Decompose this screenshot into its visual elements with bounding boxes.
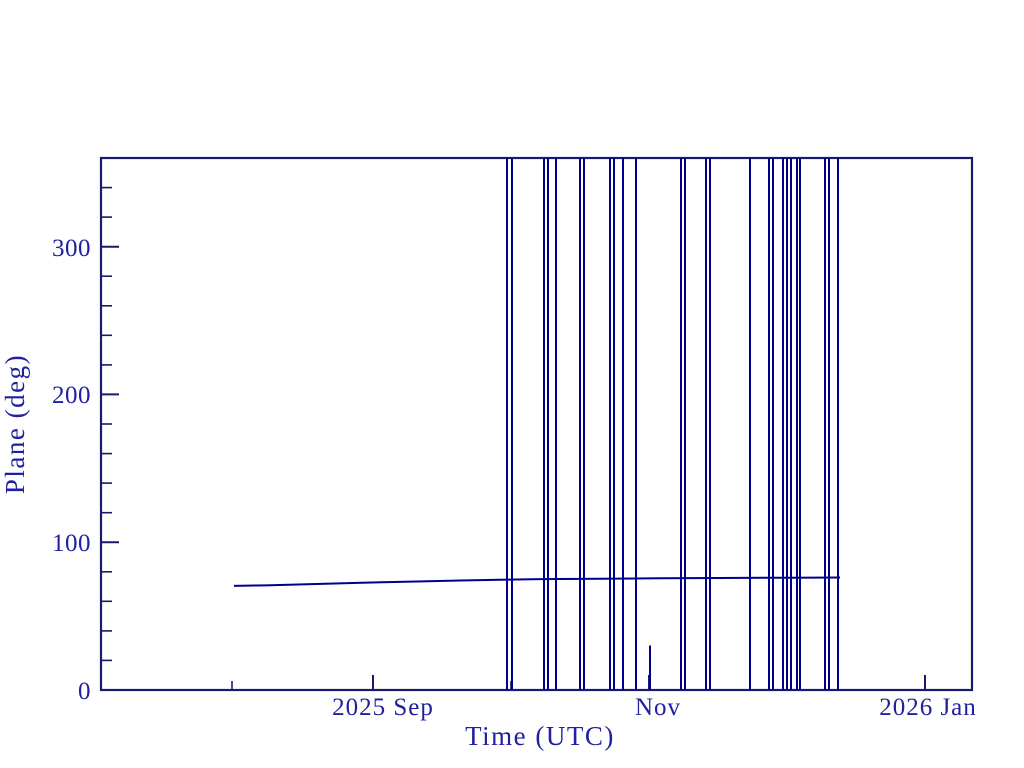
x-axis-minor-ticks (231, 681, 788, 690)
y-tick-label-200: 200 (52, 382, 91, 409)
y-tick-label-100: 100 (52, 530, 91, 557)
y-axis-title: Plane (deg) (0, 354, 30, 494)
y-tick-label-300: 300 (52, 235, 91, 262)
series-line (233, 576, 841, 587)
y-axis-major-ticks (101, 245, 119, 691)
x-axis-major-ticks (372, 675, 926, 690)
wrap-around-spikes (506, 158, 839, 690)
y-axis-minor-ticks (101, 186, 112, 662)
x-tick-label-nov: Nov (635, 694, 681, 721)
plot-frame-box (99, 156, 974, 692)
y-tick-label-0: 0 (78, 678, 91, 705)
x-tick-label-2025-sep: 2025 Sep (332, 694, 434, 721)
plane-angle-series (233, 576, 841, 587)
x-tick-label-2026-jan: 2026 Jan (879, 694, 977, 721)
x-axis-title: Time (UTC) (465, 721, 615, 751)
